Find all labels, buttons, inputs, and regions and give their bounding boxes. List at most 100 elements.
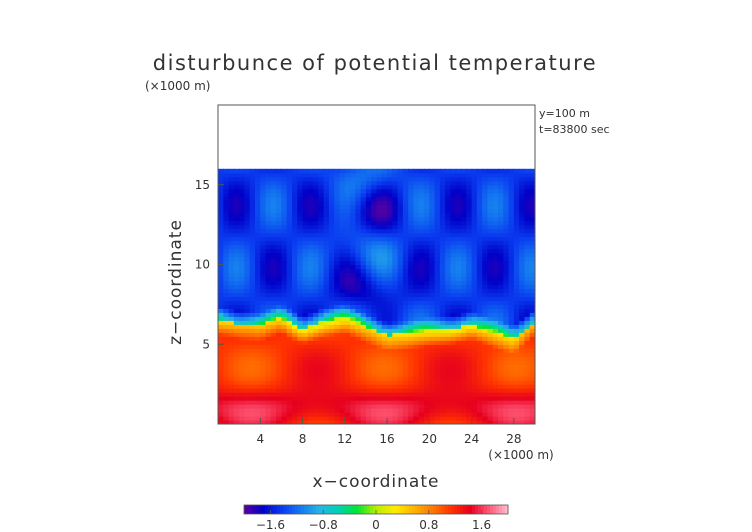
heatmap-cell [339,284,346,290]
heatmap-cell [218,176,224,182]
heatmap-cell [498,352,504,357]
heatmap-cell [270,364,277,369]
heatmap-cell [524,360,531,365]
heatmap-cell [476,224,483,230]
heatmap-cell [445,236,452,242]
heatmap-cell [434,196,441,202]
heatmap-cell [297,416,304,421]
heatmap-cell [519,304,526,309]
heatmap-cell [466,376,473,381]
heatmap-cell [291,380,298,385]
heatmap-cell [508,220,515,226]
heatmap-cell [408,356,415,361]
heatmap-cell [492,224,499,230]
heatmap-cell [529,352,535,357]
heatmap-cell [418,252,425,258]
heatmap-cell [455,184,462,190]
heatmap-cell [371,304,378,309]
heatmap-cell [323,296,330,301]
colorbar-swatch [355,505,359,514]
heatmap-cell [276,360,282,365]
heatmap-cell [339,388,346,393]
heatmap-cell [445,316,452,321]
heatmap-cell [291,180,298,186]
heatmap-cell [492,328,499,333]
heatmap-cell [233,400,240,405]
heatmap-cell [450,224,457,230]
heatmap-cell [233,228,240,234]
heatmap-cell [445,304,452,309]
heatmap-cell [360,416,367,421]
heatmap-cell [360,204,367,210]
heatmap-cell [254,176,261,182]
heatmap-cell [334,280,341,286]
heatmap-cell [297,368,304,373]
heatmap-cell [381,344,388,349]
heatmap-cell [498,208,504,214]
heatmap-cell [455,176,462,182]
heatmap-cell [445,272,452,278]
heatmap-cell [471,356,478,361]
heatmap-cell [429,196,436,202]
heatmap-cell [513,324,520,329]
heatmap-cell [387,220,393,226]
heatmap-cell [498,388,504,393]
heatmap-cell [218,192,224,198]
heatmap-cell [429,220,436,226]
heatmap-cell [381,204,388,210]
heatmap-cell [455,292,462,297]
heatmap-cell [498,252,504,258]
heatmap-cell [519,248,526,254]
heatmap-cell [418,216,425,222]
heatmap-cell [350,328,356,333]
heatmap-cell [350,260,356,266]
heatmap-cell [381,336,388,341]
heatmap-cell [223,236,230,242]
heatmap-cell [429,180,436,186]
heatmap-cell [328,348,335,353]
heatmap-cell [233,240,240,246]
heatmap-cell [487,336,494,341]
heatmap-cell [365,168,372,174]
heatmap-cell [334,252,341,258]
heatmap-cell [529,288,535,294]
heatmap-cell [313,304,319,309]
heatmap-cell [513,188,520,194]
heatmap-cell [270,208,277,214]
heatmap-cell [445,292,452,297]
heatmap-cell [376,192,383,198]
heatmap-cell [297,296,304,301]
heatmap-cell [487,276,494,282]
heatmap-cell [350,280,356,286]
heatmap-cell [328,420,335,424]
heatmap-cell [498,340,504,345]
heatmap-cell [529,200,535,206]
heatmap-cell [302,408,309,413]
heatmap-cell [365,184,372,190]
heatmap-cell [233,296,240,301]
heatmap-cell [466,192,473,198]
heatmap-cell [450,212,457,218]
heatmap-cell [424,304,430,309]
heatmap-cell [413,332,420,337]
heatmap-cell [445,200,452,206]
heatmap-cell [429,332,436,337]
heatmap-cell [461,264,467,270]
heatmap-cell [371,352,378,357]
heatmap-cell [392,260,399,266]
heatmap-cell [476,176,483,182]
heatmap-cell [513,316,520,321]
heatmap-cell [487,196,494,202]
heatmap-cell [529,236,535,242]
heatmap-cell [323,324,330,329]
heatmap-cell [228,284,235,290]
heatmap-cell [307,316,314,321]
heatmap-cell [529,244,535,250]
heatmap-cell [503,356,510,361]
y-axis-label: z−coordinate [166,219,186,345]
heatmap-cell [429,356,436,361]
heatmap-cell [339,200,346,206]
heatmap-cell [503,308,510,313]
heatmap-cell [519,316,526,321]
heatmap-cell [254,200,261,206]
